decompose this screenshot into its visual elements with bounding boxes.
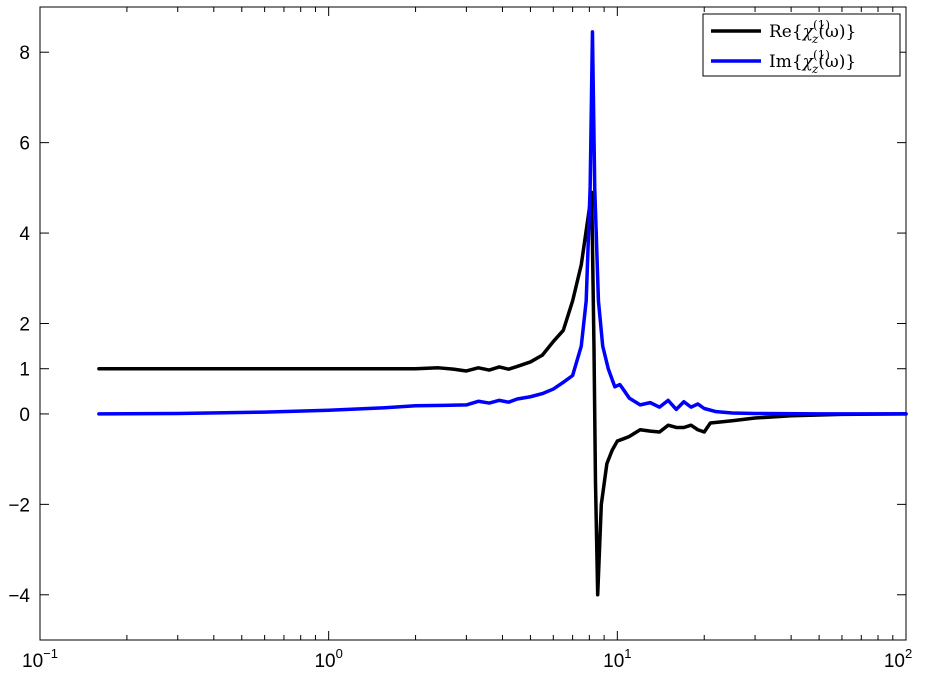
- legend-prefix: Im{: [769, 52, 803, 72]
- x-tick-exponent: 2: [905, 646, 912, 661]
- y-tick-label: −4: [8, 586, 30, 607]
- legend-symbol: χ: [802, 22, 815, 42]
- legend-prefix: Re{: [769, 22, 803, 42]
- legend-sub: z: [811, 32, 819, 46]
- x-tick-label: 102: [884, 646, 912, 672]
- legend-label-0: Re{χ(1) z(ω)}: [769, 18, 856, 46]
- x-tick-exponent: 0: [336, 646, 343, 661]
- y-tick-label: 2: [19, 315, 30, 336]
- y-tick-label: 4: [19, 224, 30, 245]
- y-tick-label: 0: [19, 405, 30, 426]
- legend-sub: z: [811, 62, 819, 76]
- legend: Re{χ(1) z(ω)}Im{χ(1) z(ω)}: [702, 13, 901, 77]
- x-tick-label: 101: [603, 646, 631, 672]
- legend-label-1: Im{χ(1) z(ω)}: [769, 48, 856, 76]
- legend-suffix: (ω)}: [818, 22, 856, 42]
- x-tick-label: 100: [314, 646, 342, 672]
- x-tick-exponent: −1: [43, 646, 58, 661]
- y-tick-label: 6: [19, 134, 30, 155]
- series-lines: [97, 30, 908, 597]
- y-tick-label: −2: [8, 495, 30, 516]
- x-tick-base: 10: [22, 651, 43, 672]
- x-tick-base: 10: [314, 651, 335, 672]
- x-tick-base: 10: [884, 651, 905, 672]
- x-tick-base: 10: [603, 651, 624, 672]
- legend-suffix: (ω)}: [818, 52, 856, 72]
- legend-symbol: χ: [802, 52, 815, 72]
- series-line-0: [97, 190, 908, 597]
- x-tick-label: 10−1: [22, 646, 58, 672]
- y-tick-label: 1: [19, 360, 30, 381]
- x-tick-exponent: 1: [624, 646, 631, 661]
- series-line-1: [97, 30, 908, 416]
- legend-box: [702, 13, 901, 77]
- legend-sup: (1): [813, 18, 830, 32]
- y-tick-label: 8: [19, 43, 30, 64]
- legend-sup: (1): [813, 48, 830, 62]
